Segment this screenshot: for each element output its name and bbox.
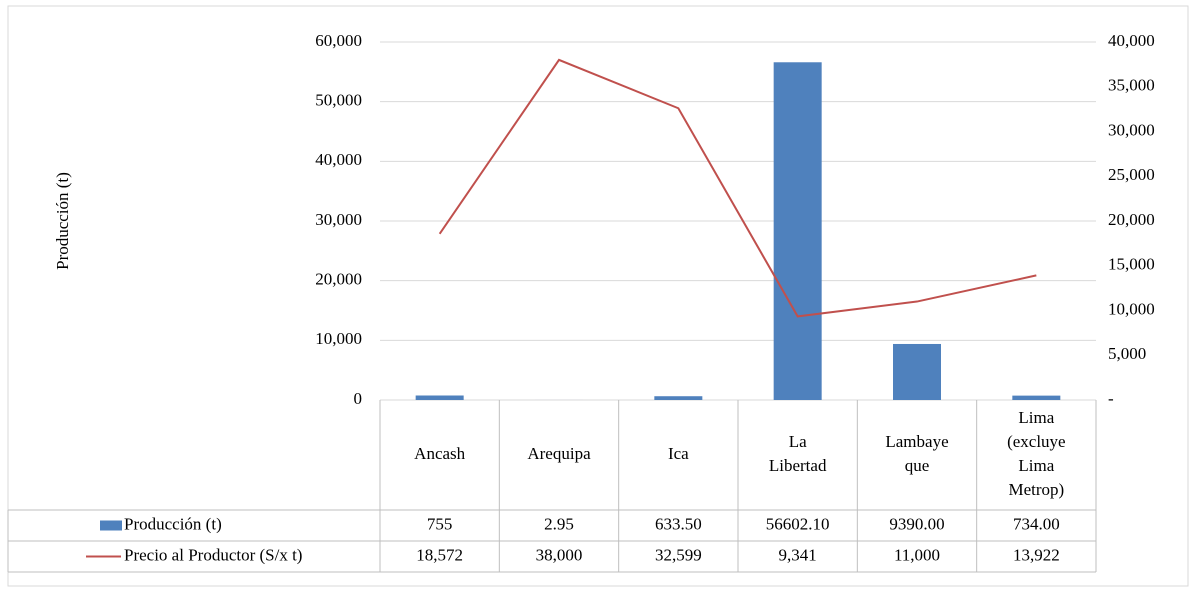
x-tick-label: Arequipa [527,444,591,463]
x-tick-label: La Libertad [769,432,827,475]
bar [415,395,464,400]
x-tick-label: Lima (excluye Lima Metrop) [1007,408,1066,499]
y-tick-label: 20,000 [315,270,362,289]
table-value: 2.95 [544,514,574,533]
legend-label: Precio al Productor (S/x t) [124,545,302,564]
y-tick-label: 40,000 [315,150,362,169]
y2-tick-label: 20,000 [1108,210,1155,229]
bar [893,343,941,400]
y2-tick-label: 15,000 [1108,255,1155,274]
table-value: 56602.10 [766,514,830,533]
table-value: 13,922 [1013,545,1060,564]
table-value: 9,341 [779,545,817,564]
table-value: 734.00 [1013,514,1060,533]
y-tick-label: 0 [354,389,363,408]
table-value: 32,599 [655,545,702,564]
y2-tick-label: 40,000 [1108,31,1155,50]
y2-tick-label: 5,000 [1108,344,1146,363]
table-value: 633.50 [655,514,702,533]
chart-border [7,5,1189,587]
x-tick-label: Ica [668,444,689,463]
y-axis-label: Producción (t) [53,172,72,270]
legend-label: Producción (t) [124,514,222,533]
y2-tick-label: - [1108,389,1114,408]
y2-tick-label: 25,000 [1108,165,1155,184]
bar [773,62,822,400]
y-tick-label: 60,000 [315,31,362,50]
table-value: 755 [427,514,453,533]
y-tick-label: 10,000 [315,329,362,348]
line [438,58,1037,318]
y2-tick-label: 30,000 [1108,120,1155,139]
x-tick-label: Ancash [414,444,465,463]
y-tick-label: 30,000 [315,210,362,229]
legend-swatch [100,520,122,531]
bar [1012,395,1061,400]
table-value: 9390.00 [889,514,944,533]
table-value: 11,000 [894,545,940,564]
y-tick-label: 50,000 [315,91,362,110]
y2-tick-label: 35,000 [1108,76,1155,95]
bar [654,396,703,400]
y2-tick-label: 10,000 [1108,299,1155,318]
x-tick-label: Lambaye que [885,432,948,475]
table-value: 18,572 [416,545,463,564]
table-value: 38,000 [536,545,583,564]
